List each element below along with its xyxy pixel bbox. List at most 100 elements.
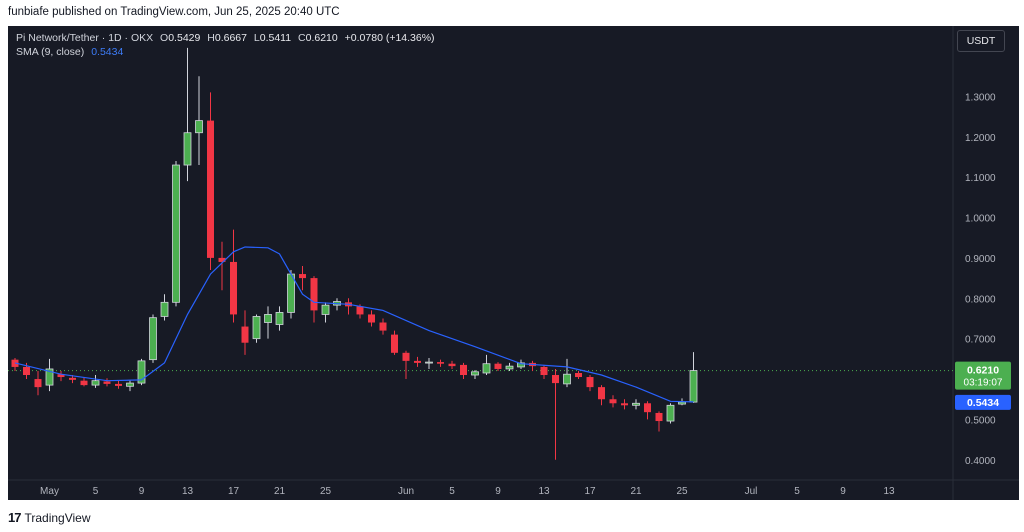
candle-body [103,381,111,384]
time-tick-label: 5 [794,486,800,497]
candle-body [563,373,571,385]
tradingview-logo[interactable]: 17 TradingView [8,510,91,525]
candle-body [586,377,594,388]
candle [115,380,122,389]
candle-body [34,379,42,388]
sma-line [14,246,694,403]
price-tick-label: 0.7000 [965,335,996,346]
candle-body [230,261,237,315]
candle [505,362,514,371]
candle-body [287,273,295,313]
candle-body [609,399,617,404]
price-tick-label: 0.4000 [965,456,996,467]
candle [11,358,19,371]
candle [414,356,421,367]
price-tick-label: 0.5000 [965,415,996,426]
candle-body [183,132,192,166]
candle [230,229,237,323]
candle [207,92,214,271]
candle-body [149,317,157,361]
symbol-legend[interactable]: Pi Network/Tether · 1D · OKX O0.5429 H0.… [16,32,435,44]
tradingview-logo-icon: 17 [8,510,22,525]
price-tick-label: 0.8000 [965,294,996,305]
candlestick-chart[interactable]: 1.3000 1.2000 1.1000 1.0000 0.9000 0.8000 0.70… [8,26,1019,500]
open-value: 0.5429 [168,32,201,44]
candle [391,330,398,355]
candle-body [368,314,375,323]
candle-body [321,304,330,315]
sma-label[interactable]: SMA (9, close) [16,46,85,58]
candle [45,358,54,392]
change-value: +0.0780 (+14.36%) [344,32,435,44]
tradingview-logo-text: TradingView [24,510,91,525]
publish-header: funbiafe published on TradingView.com, J… [0,0,1024,26]
candle-body [160,301,169,317]
candle [299,265,306,291]
candle [264,306,272,339]
candle [655,411,663,432]
time-tick-label: 9 [495,486,501,497]
candle [632,399,640,410]
candle-body [540,366,548,376]
candle [103,378,111,387]
time-tick-label: 5 [449,486,455,497]
candle-body [356,306,364,315]
candle [137,358,146,386]
time-tick-label: Jun [398,486,414,497]
time-axis: May 5 9 13 17 21 25 Jun 5 9 13 17 21 25 Jul 5 9 13 [40,486,895,497]
candle [425,358,433,369]
candle-body [494,363,502,369]
currency-button[interactable]: USDT [957,30,1005,52]
candle-body [552,375,559,384]
sma-legend[interactable]: SMA (9, close) 0.5434 [16,46,123,58]
candle [195,76,203,166]
candle-body [195,120,203,134]
low-label: L [253,32,260,44]
candle [218,241,226,291]
price-tick-label: 1.0000 [965,214,996,225]
candle-body [379,322,387,331]
candle-body [91,380,100,386]
candle-body [460,364,467,376]
candle [183,47,192,182]
countdown-text: 03:19:07 [964,378,1003,389]
price-axis: 1.3000 1.2000 1.1000 1.0000 0.9000 0.8000 0.70… [965,92,996,466]
last-price-text: 0.6210 [967,365,999,377]
candle-body [505,365,514,370]
high-label: H [207,32,215,44]
candle-body [632,402,640,406]
candle-body [264,314,272,323]
time-tick-label: 21 [274,486,286,497]
candle [471,370,479,380]
time-tick-label: 25 [676,486,688,497]
candle-body [252,316,261,340]
candle-body [678,401,686,405]
candle-body [310,278,318,311]
time-tick-label: May [40,486,59,497]
chart-panel[interactable]: 1.3000 1.2000 1.1000 1.0000 0.9000 0.8000 0.70… [8,26,1019,500]
candle-body [655,412,663,422]
candle-body [414,360,421,363]
sma-value: 0.5434 [91,46,124,58]
candle [621,399,628,410]
candle [563,358,571,388]
close-label: C [298,32,306,44]
sma-badge-text: 0.5434 [967,397,999,409]
candle [310,276,318,323]
candle [540,364,548,380]
time-tick-label: 21 [630,486,642,497]
close-value: 0.6210 [305,32,338,44]
candle-body [482,363,491,374]
candle-body [402,352,410,361]
candle [609,395,617,408]
price-tick-label: 1.1000 [965,173,996,184]
candle-body [391,334,398,353]
price-tick-label: 1.2000 [965,133,996,144]
symbol-name[interactable]: Pi Network/Tether · 1D · OKX [16,32,154,44]
candle [666,403,675,424]
candle [448,360,456,369]
candle-body [299,274,306,279]
candle-body [575,372,582,378]
